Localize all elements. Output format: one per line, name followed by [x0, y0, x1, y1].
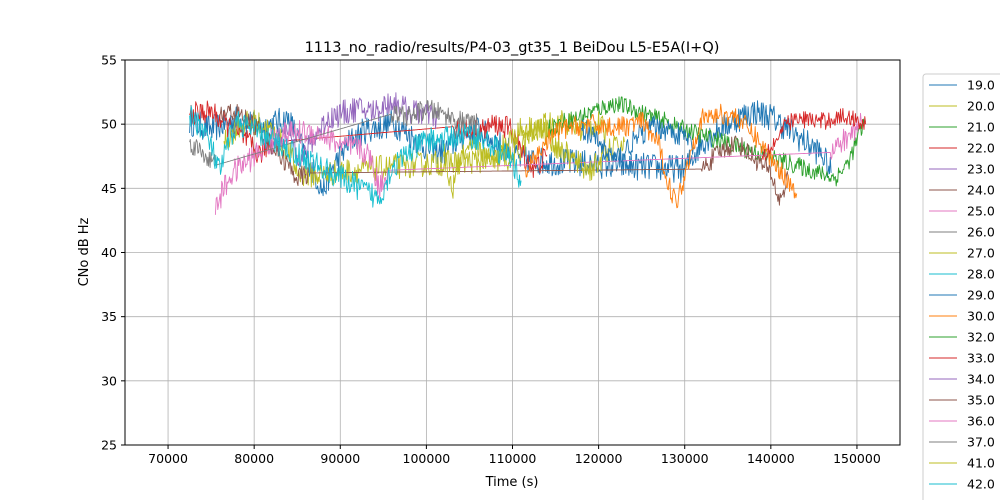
- x-tick-label: 70000: [148, 451, 188, 466]
- legend-label: 28.0: [967, 267, 995, 282]
- legend-label: 29.0: [967, 288, 995, 303]
- legend-label: 30.0: [967, 309, 995, 324]
- legend-label: 41.0: [967, 456, 995, 471]
- series-line-25-0: [214, 112, 862, 215]
- legend-label: 27.0: [967, 246, 995, 261]
- series-line-33-0: [761, 107, 867, 161]
- legend-label: 25.0: [967, 204, 995, 219]
- series-line-29-0: [580, 115, 694, 168]
- x-tick-label: 120000: [575, 451, 623, 466]
- legend-label: 36.0: [967, 414, 995, 429]
- x-axis-label: Time (s): [485, 475, 539, 490]
- x-tick-label: 130000: [661, 451, 709, 466]
- legend-label: 23.0: [967, 162, 995, 177]
- series-line-22-0: [189, 100, 548, 178]
- legend-label: 32.0: [967, 330, 995, 345]
- legend-label: 24.0: [967, 183, 995, 198]
- y-tick-label: 55: [101, 53, 117, 68]
- legend-frame: [922, 73, 1000, 500]
- legend-label: 19.0: [967, 78, 995, 93]
- y-tick-label: 30: [101, 373, 117, 388]
- y-tick-label: 40: [101, 245, 117, 260]
- series-line-26-0: [189, 99, 479, 168]
- x-tick-label: 140000: [747, 451, 795, 466]
- legend: 19.0 20.0 21.0 22.0 23.0 24.0 25.0 26.0 27.0 28.0…: [922, 73, 1000, 500]
- legend-label: 26.0: [967, 225, 995, 240]
- legend-label: 20.0: [967, 99, 995, 114]
- y-tick-label: 50: [101, 117, 117, 132]
- grid-lines: [125, 59, 900, 446]
- series-lines: [189, 92, 867, 215]
- y-axis-label: CNo dB Hz: [77, 217, 92, 286]
- y-tick-label: 45: [101, 181, 117, 196]
- y-axis-ticks: 25 30 35 40 45 50 55: [101, 53, 125, 453]
- chart-title: 1113_no_radio/results/P4-03_gt35_1 BeiDo…: [305, 40, 720, 56]
- legend-label: 35.0: [967, 393, 995, 408]
- legend-label: 34.0: [967, 372, 995, 387]
- legend-label: 33.0: [967, 351, 995, 366]
- legend-label: 22.0: [967, 141, 995, 156]
- series-line-30-0: [524, 103, 798, 209]
- legend-label: 42.0: [967, 477, 995, 492]
- x-tick-label: 80000: [234, 451, 274, 466]
- x-tick-label: 90000: [320, 451, 360, 466]
- series-line-28-0: [189, 105, 522, 208]
- series-line-24-0: [219, 104, 789, 206]
- x-tick-label: 100000: [403, 451, 451, 466]
- legend-label: 37.0: [967, 435, 995, 450]
- x-axis-ticks: 70000 80000 90000 100000 110000 120000 130000 1…: [148, 445, 881, 466]
- x-tick-label: 110000: [489, 451, 537, 466]
- series-line-21-0: [546, 96, 867, 187]
- x-tick-label: 150000: [833, 451, 881, 466]
- y-tick-label: 35: [101, 309, 117, 324]
- legend-label: 21.0: [967, 120, 995, 135]
- y-tick-label: 25: [101, 438, 117, 453]
